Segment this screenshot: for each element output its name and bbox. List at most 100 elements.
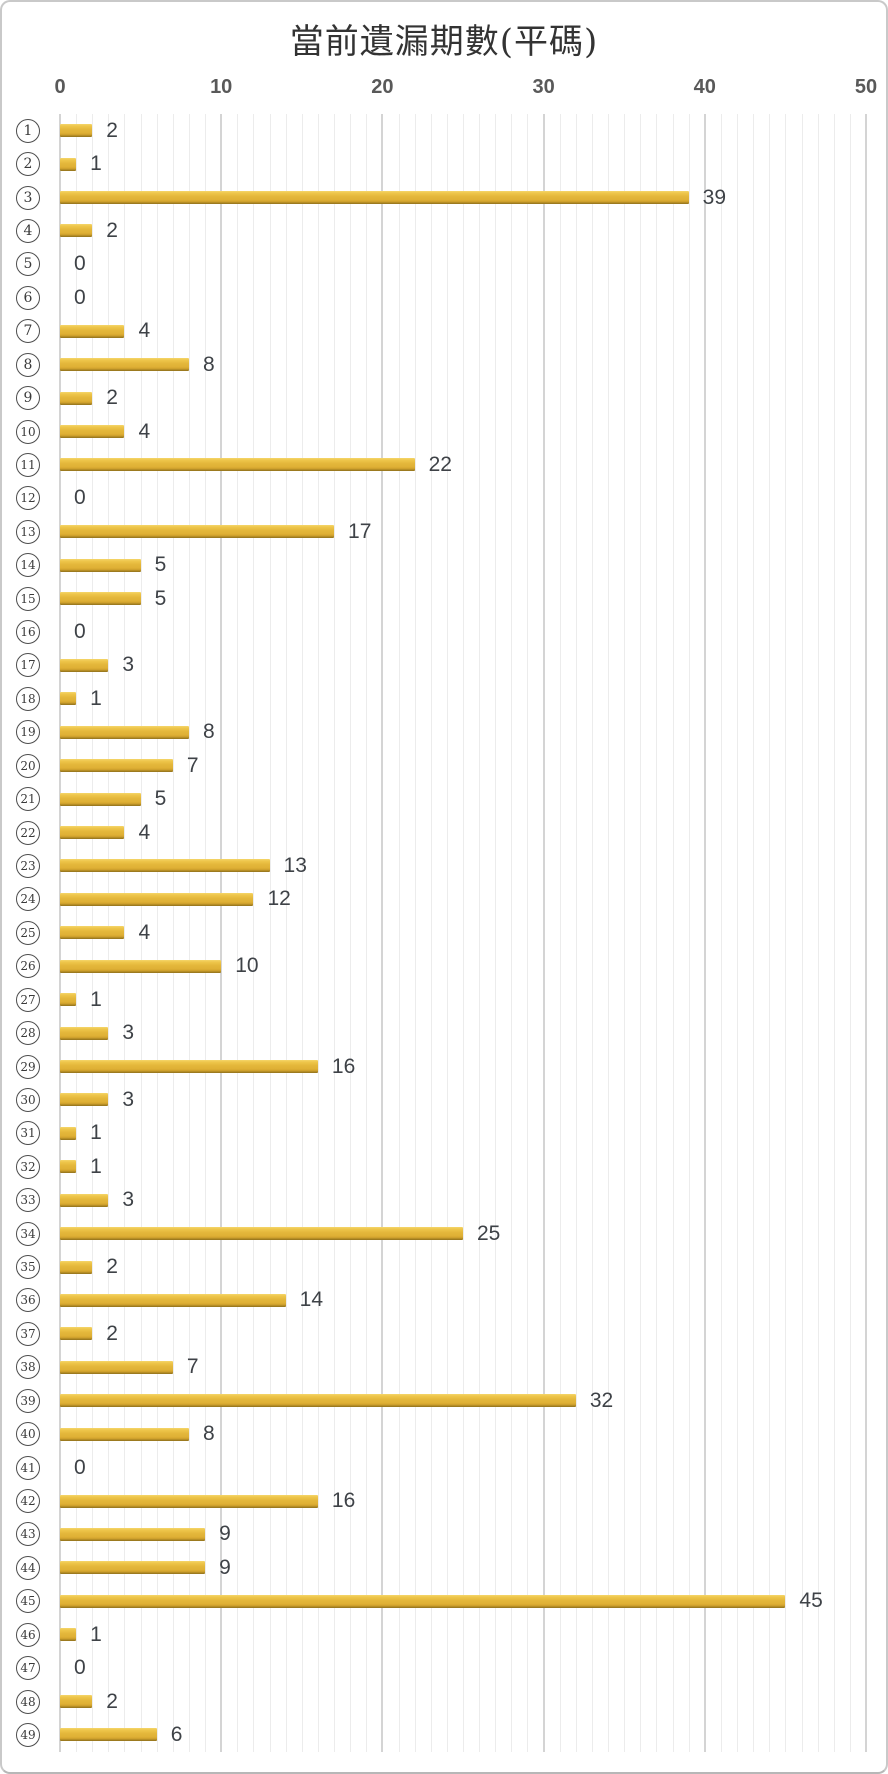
minor-gridline xyxy=(398,114,400,1752)
minor-gridline xyxy=(624,114,626,1752)
bar xyxy=(60,926,125,940)
value-label: 10 xyxy=(235,954,259,978)
bar xyxy=(60,792,141,806)
minor-gridline xyxy=(205,114,207,1752)
category-label: 30 xyxy=(16,1087,40,1112)
value-label: 25 xyxy=(477,1221,501,1245)
category-label: 37 xyxy=(16,1321,40,1346)
value-label: 1 xyxy=(90,686,102,710)
chart-row: 22 4 xyxy=(16,816,872,849)
chart-row: 11 22 xyxy=(16,448,872,481)
value-label: 2 xyxy=(106,218,118,242)
bar xyxy=(60,826,125,840)
category-label: 28 xyxy=(16,1021,40,1046)
minor-gridline xyxy=(124,114,126,1752)
minor-gridline xyxy=(608,114,610,1752)
minor-gridline xyxy=(285,114,287,1752)
chart-row: 27 1 xyxy=(16,983,872,1016)
category-label: 43 xyxy=(16,1522,40,1547)
category-label: 31 xyxy=(16,1121,40,1146)
x-axis-tick-label: 0 xyxy=(54,76,66,98)
value-label: 1 xyxy=(90,987,102,1011)
value-label: 1 xyxy=(90,152,102,176)
chart-row: 19 8 xyxy=(16,716,872,749)
major-gridline xyxy=(703,114,706,1752)
minor-gridline xyxy=(350,114,352,1752)
minor-gridline xyxy=(849,114,851,1752)
bar xyxy=(60,358,189,372)
bar xyxy=(60,1093,109,1107)
major-gridline xyxy=(865,114,867,1752)
chart-row: 13 17 xyxy=(16,515,872,548)
chart-row: 31 1 xyxy=(16,1117,872,1150)
bar xyxy=(60,458,415,472)
value-label: 2 xyxy=(106,118,118,142)
bar xyxy=(60,1227,463,1241)
chart-row: 37 2 xyxy=(16,1317,872,1350)
bar xyxy=(60,759,173,773)
minor-gridline xyxy=(269,114,271,1752)
chart-row: 49 6 xyxy=(16,1718,872,1751)
chart-row: 29 16 xyxy=(16,1050,872,1083)
value-label: 16 xyxy=(331,1054,356,1078)
minor-gridline xyxy=(817,114,819,1752)
chart-row: 36 14 xyxy=(16,1284,872,1317)
plot-area: 1 2 2 1 3 39 4 2 5 0 6 0 7 4 8 8 9 2 10 4 11 22 12 0 13 17 14 5 15 5 1… xyxy=(16,114,872,1752)
value-label: 2 xyxy=(106,1689,118,1713)
category-label: 13 xyxy=(16,519,40,544)
bar xyxy=(60,191,689,205)
value-label: 1 xyxy=(90,1121,102,1145)
gridlines xyxy=(59,114,872,1752)
minor-gridline xyxy=(753,114,755,1752)
minor-gridline xyxy=(591,114,593,1752)
category-label: 16 xyxy=(16,620,40,645)
major-gridline xyxy=(542,114,545,1752)
value-label: 8 xyxy=(202,1422,215,1446)
chart-row: 40 8 xyxy=(16,1417,872,1450)
x-axis-tick-label: 30 xyxy=(532,76,555,98)
category-label: 36 xyxy=(16,1288,40,1313)
value-label: 12 xyxy=(267,887,291,911)
category-label: 8 xyxy=(16,352,40,377)
value-label: 5 xyxy=(154,586,167,610)
value-label: 3 xyxy=(122,1188,135,1212)
chart-row: 20 7 xyxy=(16,749,872,782)
minor-gridline xyxy=(479,114,481,1752)
minor-gridline xyxy=(672,114,674,1752)
bar xyxy=(60,1293,286,1307)
chart-row: 17 3 xyxy=(16,649,872,682)
category-label: 24 xyxy=(16,887,40,912)
minor-gridline xyxy=(640,114,642,1752)
value-label: 8 xyxy=(202,352,215,376)
value-label: 6 xyxy=(170,1722,183,1746)
x-axis-tick-label: 40 xyxy=(693,76,716,98)
value-label: 45 xyxy=(799,1589,823,1613)
x-axis-tick-label: 20 xyxy=(371,76,394,98)
minor-gridline xyxy=(317,114,319,1752)
chart-row: 33 3 xyxy=(16,1184,872,1217)
category-label: 49 xyxy=(16,1722,40,1747)
category-label: 29 xyxy=(16,1054,40,1079)
category-label: 5 xyxy=(16,252,40,277)
major-gridline xyxy=(220,114,223,1752)
x-axis: 0 10 20 30 40 50 xyxy=(2,76,886,102)
chart-row: 43 9 xyxy=(16,1518,872,1551)
category-label: 6 xyxy=(16,285,40,310)
category-label: 18 xyxy=(16,686,40,711)
minor-gridline xyxy=(334,114,336,1752)
bar xyxy=(60,892,254,906)
chart-row: 21 5 xyxy=(16,782,872,815)
value-label: 17 xyxy=(348,519,372,543)
bar xyxy=(60,1260,93,1274)
minor-gridline xyxy=(366,114,368,1752)
value-label: 8 xyxy=(202,720,215,744)
minor-gridline xyxy=(414,114,416,1752)
minor-gridline xyxy=(720,114,722,1752)
value-label: 5 xyxy=(154,787,167,811)
bar xyxy=(60,1594,786,1608)
bar xyxy=(60,391,93,405)
category-label: 10 xyxy=(16,419,40,444)
chart-row: 12 0 xyxy=(16,482,872,515)
